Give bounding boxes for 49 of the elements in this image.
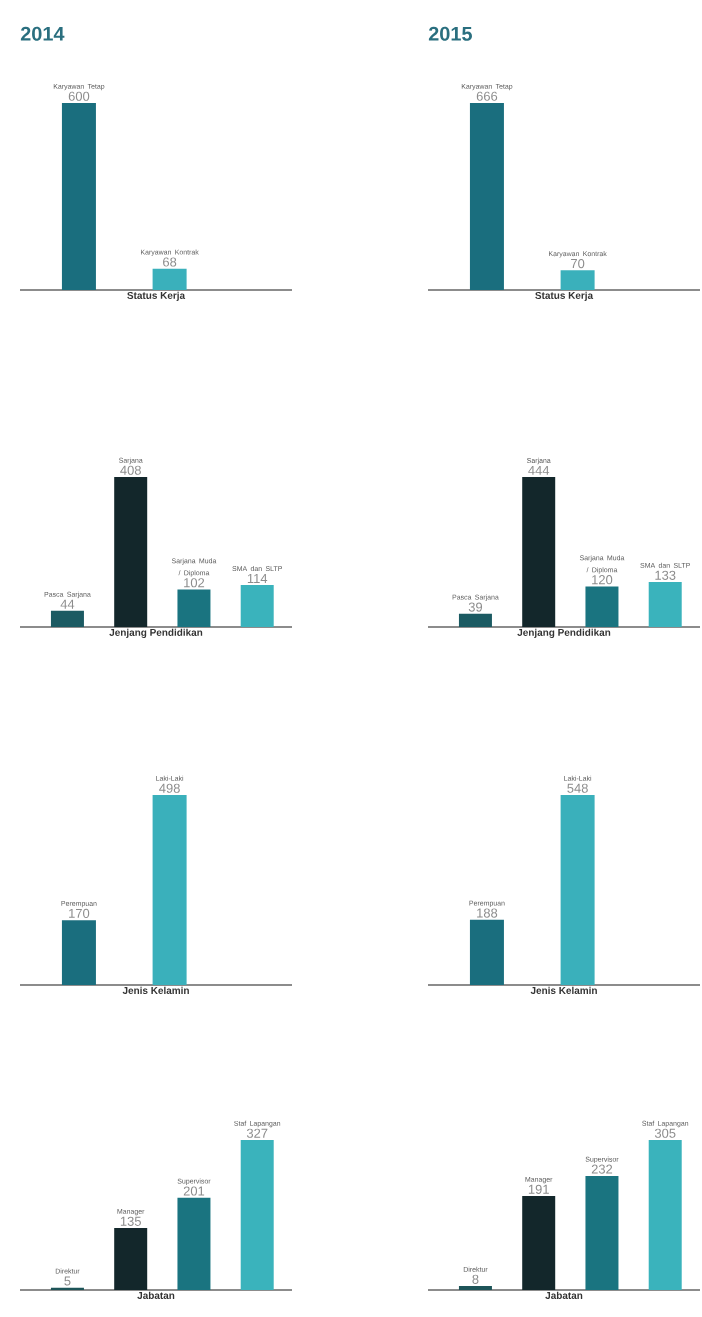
data-label: 8 <box>472 1274 479 1284</box>
x-axis-title: Jabatan <box>545 1291 583 1299</box>
x-axis-title: Status Kerja <box>127 291 186 301</box>
data-label: 498 <box>159 783 180 793</box>
bar <box>648 1140 682 1291</box>
data-label: 70 <box>571 258 585 269</box>
data-label: 444 <box>528 465 550 475</box>
data-label: 188 <box>477 908 498 918</box>
bar <box>458 613 492 628</box>
bar <box>114 477 148 628</box>
chart-title: 2014 <box>20 26 65 41</box>
x-axis-title: Jenis Kelamin <box>530 986 597 994</box>
bar <box>177 589 211 628</box>
data-label: 114 <box>247 573 268 583</box>
data-label: 232 <box>591 1164 613 1174</box>
data-label: 133 <box>655 570 676 580</box>
bar <box>585 1175 619 1291</box>
data-label: 120 <box>592 575 613 585</box>
data-label: 600 <box>68 91 90 101</box>
data-label: 170 <box>69 908 90 918</box>
data-label: 135 <box>120 1216 141 1226</box>
x-axis-title: Status Kerja <box>535 291 594 301</box>
data-label: 548 <box>567 783 588 793</box>
bar <box>240 585 274 628</box>
bar <box>240 1140 274 1291</box>
data-label: 191 <box>528 1184 549 1194</box>
x-axis-title: Jenjang Pendidikan <box>517 628 611 638</box>
chart-title: 2015 <box>428 26 472 41</box>
x-axis-title: Jenjang Pendidikan <box>109 628 203 638</box>
data-label: 408 <box>120 465 141 475</box>
data-label: 201 <box>183 1186 205 1196</box>
data-label: 327 <box>246 1128 268 1138</box>
x-axis-title: Jabatan <box>137 1291 175 1299</box>
data-label: 102 <box>184 578 205 588</box>
bar <box>648 582 682 628</box>
bar <box>585 586 619 628</box>
x-axis-title: Jenis Kelamin <box>122 986 189 994</box>
data-label: 68 <box>163 257 177 267</box>
bar <box>522 1196 556 1291</box>
bar <box>114 1228 148 1291</box>
data-label: 666 <box>476 91 498 101</box>
bar <box>50 610 84 628</box>
bar <box>177 1197 211 1291</box>
bar <box>458 1286 492 1291</box>
data-label: 39 <box>468 602 483 612</box>
bar <box>522 477 556 628</box>
data-label: 5 <box>64 1276 71 1286</box>
data-label: 44 <box>60 599 75 609</box>
data-label: 305 <box>654 1128 676 1138</box>
